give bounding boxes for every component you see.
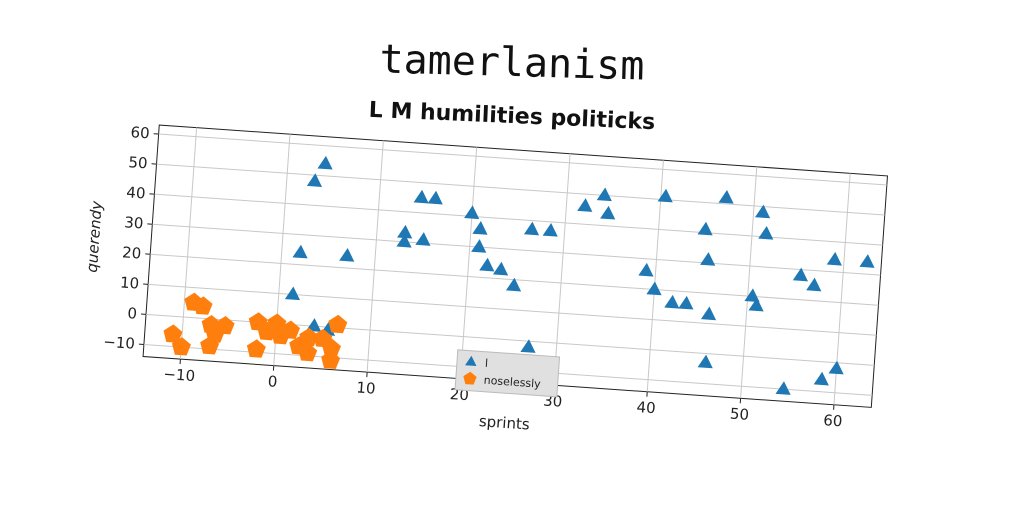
data-point [299,327,319,347]
data-point [246,339,266,358]
x-gridline [366,140,384,373]
x-tick-label: 10 [356,378,376,397]
x-gridline [460,147,478,379]
x-axis-label: sprints [478,412,530,434]
y-tick-label: 50 [128,153,148,172]
data-point [471,239,487,253]
data-point [520,339,536,353]
data-point [813,371,829,386]
data-point [339,247,355,262]
data-point [775,381,791,395]
x-tick-label: 0 [267,372,278,391]
legend-label: l [485,357,489,370]
data-point [646,281,662,296]
data-point [678,295,694,310]
data-point [700,252,716,266]
series-l [284,155,875,395]
data-point [472,221,488,235]
data-point [284,286,301,301]
data-point [292,244,308,259]
y-tick-label: 20 [122,243,142,262]
data-point [758,225,774,240]
data-point [859,254,875,268]
data-point [413,189,429,204]
data-point [317,155,333,170]
x-tick-label: −10 [163,365,196,385]
data-point [542,222,558,237]
data-point [298,342,318,362]
data-point [664,294,680,309]
data-point [505,277,522,292]
data-point [328,314,348,334]
data-point [306,173,323,187]
y-gridline [148,283,877,336]
x-gridline [740,166,758,399]
x-tick-label: 40 [636,398,656,417]
data-point [697,354,713,369]
legend-box [454,349,561,398]
data-point [806,277,822,292]
legend: l noselessly [454,349,561,398]
data-point [657,188,673,203]
x-tick-label: 60 [823,411,843,430]
data-point [718,189,734,204]
x-gridline [553,153,571,386]
data-point [397,224,413,239]
data-point [826,251,842,266]
data-point [493,261,509,276]
data-point [828,360,844,375]
data-point [427,190,443,205]
y-tick-label: 40 [126,183,146,202]
y-tick-label: 10 [119,273,139,292]
data-point [193,296,213,315]
legend-marker [465,355,477,367]
data-point [479,257,495,272]
data-point [321,338,341,357]
y-gridline [152,223,881,276]
legend-marker [463,371,477,385]
legend-label: noselessly [483,374,541,391]
data-point [792,267,808,282]
data-point [697,221,713,236]
data-point [523,221,540,236]
series-noselessly [163,292,348,369]
x-tick-label: 50 [729,405,749,424]
data-point [171,337,191,356]
data-point [744,288,760,303]
data-point [215,315,235,335]
data-point [638,262,654,277]
y-axis-label: querendy [83,199,106,273]
y-tick-label: 30 [124,213,144,232]
data-point [700,306,717,321]
data-points [163,155,875,395]
data-point [464,205,480,220]
data-point [396,233,412,248]
y-tick-label: 0 [127,304,138,323]
data-point [321,350,341,369]
x-gridline [179,127,198,360]
data-point [281,320,301,340]
grid [143,127,887,405]
data-point [755,204,771,219]
data-point [415,232,431,246]
y-tick-label: −10 [103,333,136,353]
data-point [600,205,616,220]
data-point [577,198,593,212]
data-point [596,187,612,202]
y-tick-label: 60 [130,123,150,142]
y-gridline [158,133,887,186]
data-point [748,297,764,312]
data-point [163,324,183,343]
